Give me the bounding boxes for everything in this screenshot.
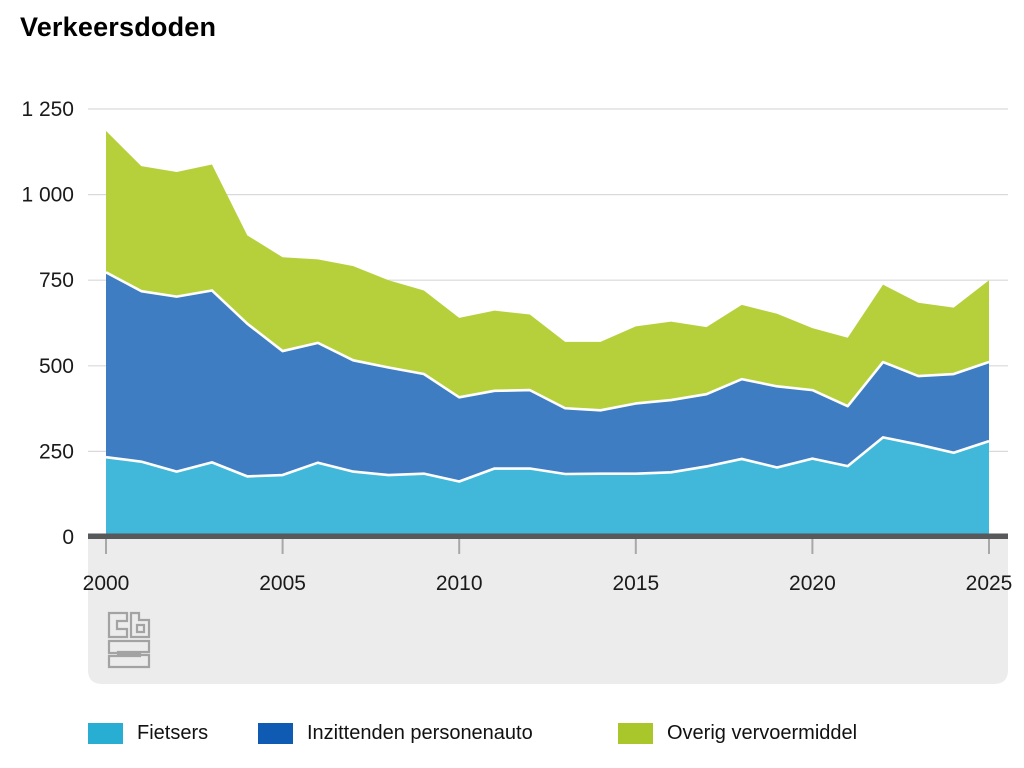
x-axis-label: 2020 [789, 572, 836, 595]
x-axis-label: 2025 [966, 572, 1013, 595]
legend-label: Overig vervoermiddel [667, 722, 858, 744]
area-fietsers [106, 437, 989, 537]
legend-label: Fietsers [137, 722, 209, 744]
legend-swatch [618, 723, 653, 744]
x-axis-line [88, 533, 1008, 539]
cbs-logo-icon [107, 611, 129, 639]
y-axis-label: 1 250 [21, 98, 74, 121]
y-axis-label: 0 [62, 526, 74, 549]
footer-band [88, 539, 1008, 684]
series-separator-line [105, 271, 990, 412]
y-axis-label: 500 [39, 355, 74, 378]
x-axis-label: 2000 [83, 572, 130, 595]
y-axis-label: 250 [39, 440, 74, 463]
cbs-logo-icon [107, 639, 151, 669]
legend-item-overig-vervoermiddel[interactable]: Overig vervoermiddel [618, 722, 857, 745]
legend-item-inzittenden-personenauto[interactable]: Inzittenden personenauto [258, 722, 533, 745]
y-axis-label: 1 000 [21, 184, 74, 207]
area-inzittenden-personenauto [106, 272, 989, 482]
legend-item-fietsers[interactable]: Fietsers [88, 722, 208, 745]
x-axis-label: 2015 [612, 572, 659, 595]
x-axis-label: 2010 [436, 572, 483, 595]
series-separator-line [105, 436, 990, 483]
legend-swatch [258, 723, 293, 744]
cbs-logo-icon [129, 611, 151, 639]
y-axis-label: 750 [39, 269, 74, 292]
chart-title: Verkeersdoden [20, 12, 217, 42]
legend-label: Inzittenden personenauto [307, 722, 533, 744]
x-axis-label: 2005 [259, 572, 306, 595]
legend-swatch [88, 723, 123, 744]
area-overig-vervoermiddel [106, 130, 989, 411]
